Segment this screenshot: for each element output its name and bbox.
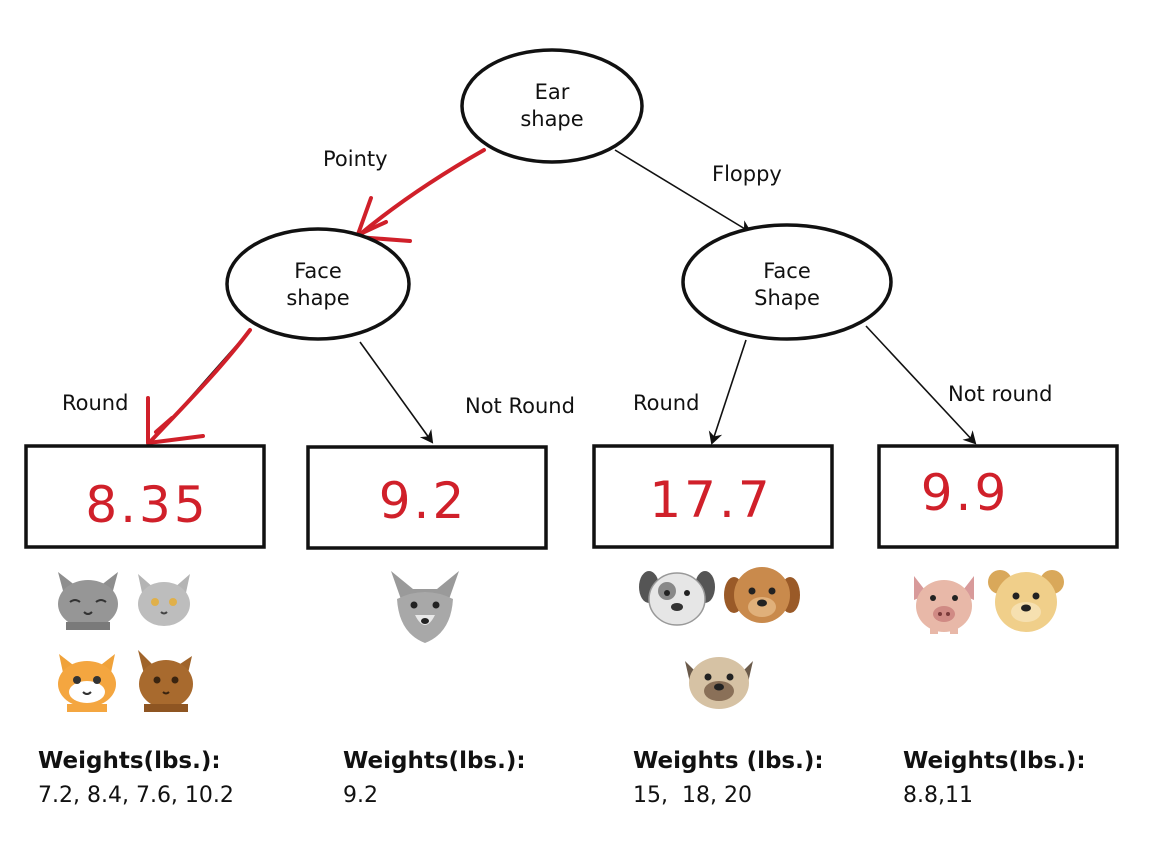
edge-label-pointy: Pointy (323, 147, 388, 171)
brown-cat-icon (138, 650, 193, 712)
leaf-4: 9.9 (877, 444, 1119, 549)
yellow-dog-icon (988, 570, 1064, 632)
leaf-2: 9.2 (306, 445, 548, 550)
edge-label-left-round: Round (62, 391, 128, 415)
left-node-label-line2: shape (286, 286, 349, 310)
edge-right-not-round (865, 325, 977, 445)
gray-cat-icon (138, 574, 190, 626)
leaf-2-weights: 9.2 (343, 783, 378, 808)
gray-cat-icon (391, 571, 459, 643)
edge-left-round (146, 328, 252, 445)
leaf-1-weights-title: Weights(lbs.): (38, 748, 221, 774)
leaf-2-weights-title: Weights(lbs.): (343, 748, 526, 774)
gray-cat-icon (58, 572, 118, 630)
edge-left-not-round (359, 341, 434, 444)
leaf-1-value: 8.35 (85, 476, 208, 534)
brown-dog-icon (724, 567, 800, 623)
edge-label-left-not-round: Not Round (465, 394, 575, 418)
right-node-label-line2: Shape (754, 286, 820, 310)
leaf-3-weights: 15, 18, 20 (633, 783, 752, 808)
edge-label-right-round: Round (633, 391, 699, 415)
leaf-3-value: 17.7 (649, 471, 772, 529)
root-label-line2: shape (520, 107, 583, 131)
leaf-2-value: 9.2 (379, 472, 468, 530)
leaf-4-weights-title: Weights(lbs.): (903, 748, 1086, 774)
gray-dog-icon (639, 571, 715, 626)
orange-cat-icon (58, 654, 116, 712)
tan-dog-icon (685, 657, 753, 709)
edge-label-floppy: Floppy (712, 162, 782, 186)
leaf-1: 8.35 (24, 444, 266, 549)
left-node-label-line1: Face (294, 259, 342, 283)
pink-pig-icon (914, 576, 974, 634)
leaf-4-value: 9.9 (921, 464, 1010, 522)
root-node: Ear shape (460, 48, 644, 164)
right-face-node: Face Shape (681, 223, 893, 341)
edge-right-round (708, 339, 747, 445)
left-face-node: Face shape (225, 227, 411, 341)
leaf-3: 17.7 (592, 444, 834, 549)
root-label-line1: Ear (535, 80, 570, 104)
leaf-4-weights: 8.8,11 (903, 783, 973, 808)
leaf-1-weights: 7.2, 8.4, 7.6, 10.2 (38, 783, 234, 808)
right-node-label-line1: Face (763, 259, 811, 283)
leaf-3-weights-title: Weights (lbs.): (633, 748, 824, 774)
edge-floppy (614, 149, 752, 234)
edge-label-right-not-round: Not round (948, 382, 1052, 406)
